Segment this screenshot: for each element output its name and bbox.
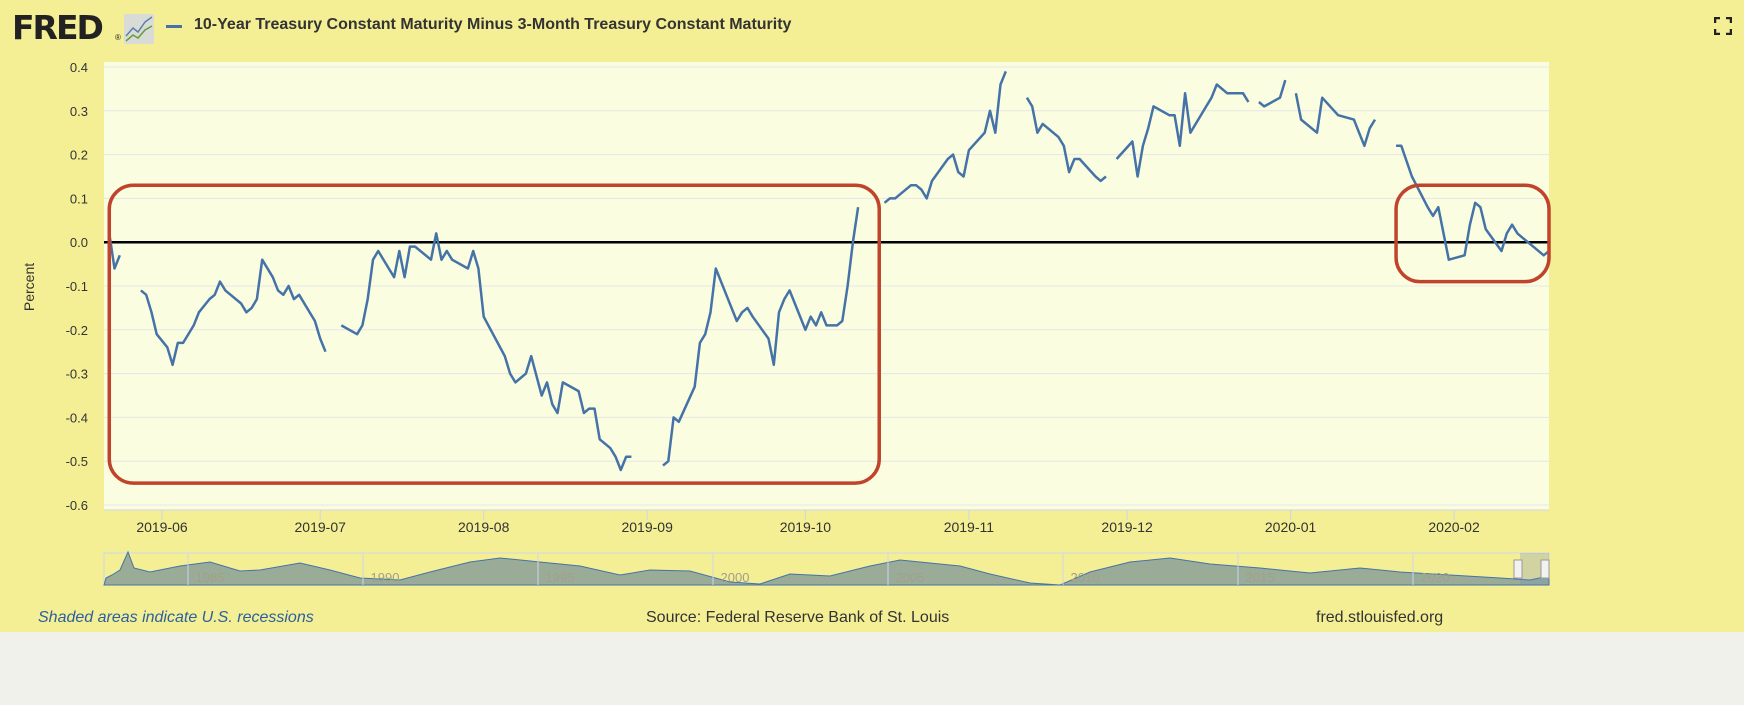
chart-title: 10-Year Treasury Constant Maturity Minus… [194,16,792,33]
x-tick-label: 2019-06 [136,519,188,535]
series-line-segment[interactable] [1115,83,1250,178]
y-tick-label: 0.0 [70,235,88,250]
y-tick-label: -0.5 [66,454,88,469]
x-tick-label: 2020-01 [1265,519,1317,535]
series-line-segment[interactable] [340,232,632,472]
navigator-left-handle[interactable] [1513,559,1523,579]
y-tick-label: -0.1 [66,279,88,294]
x-tick-label: 2019-11 [944,519,995,535]
x-tick-label: 2019-12 [1101,519,1153,535]
source-text: Source: Federal Reserve Bank of St. Loui… [646,609,950,626]
legend-series-swatch [166,25,182,28]
y-tick-label: 0.1 [70,191,88,206]
series-line-segment[interactable] [662,207,860,467]
bottom-strip [0,632,1744,705]
series-line-segment[interactable] [1258,79,1287,108]
x-tick-label: 2019-08 [458,519,510,535]
navigator-year-label: 2020 [1421,570,1450,585]
navigator-year-label: 1995 [546,570,575,585]
y-tick-label: -0.2 [66,323,88,338]
y-tick-label: -0.4 [66,410,88,425]
y-tick-label: -0.3 [66,367,88,382]
navigator-year-label: 2015 [1246,570,1275,585]
fullscreen-icon[interactable] [1713,16,1733,36]
navigator[interactable]: 1985 1990 1995 2000 2005 2010 2015 2020 [103,550,1550,586]
logo-graph-icon [124,14,154,44]
navigator-year-label: 2000 [721,570,750,585]
navigator-year-label: 2005 [896,570,925,585]
annotation-box [1394,183,1551,284]
x-tick-label: 2020-02 [1428,519,1480,535]
navigator-right-handle[interactable] [1540,559,1550,579]
x-tick-label: 2019-07 [295,519,347,535]
annotation-box [107,183,881,485]
navigator-year-label: 2010 [1071,570,1100,585]
navigator-year-label: 1990 [371,570,400,585]
series-line-segment[interactable] [108,233,121,270]
series-line-segment[interactable] [140,258,327,367]
fred-logo[interactable]: FRED [12,8,104,47]
y-tick-label: -0.6 [66,498,88,513]
x-tick-label: 2019-10 [780,519,832,535]
y-tick-label: 0.4 [70,60,88,75]
series-line-segment[interactable] [1025,97,1107,183]
series-line-segment[interactable] [883,70,1007,204]
y-tick-label: 0.3 [70,104,88,119]
series-line-segment[interactable] [1294,93,1377,148]
logo-text: FRED [12,8,104,47]
navigator-year-label: 1985 [196,570,225,585]
site-link[interactable]: fred.stlouisfed.org [1316,609,1444,626]
y-tick-label: 0.2 [70,148,88,163]
navigator-area [103,550,1550,586]
y-axis-label: Percent [21,263,37,311]
x-tick-label: 2019-09 [621,519,673,535]
logo-registered-mark: ® [115,33,121,42]
recession-note-link[interactable]: Shaded areas indicate U.S. recessions [38,609,314,626]
series-line-segment[interactable] [1396,144,1550,261]
